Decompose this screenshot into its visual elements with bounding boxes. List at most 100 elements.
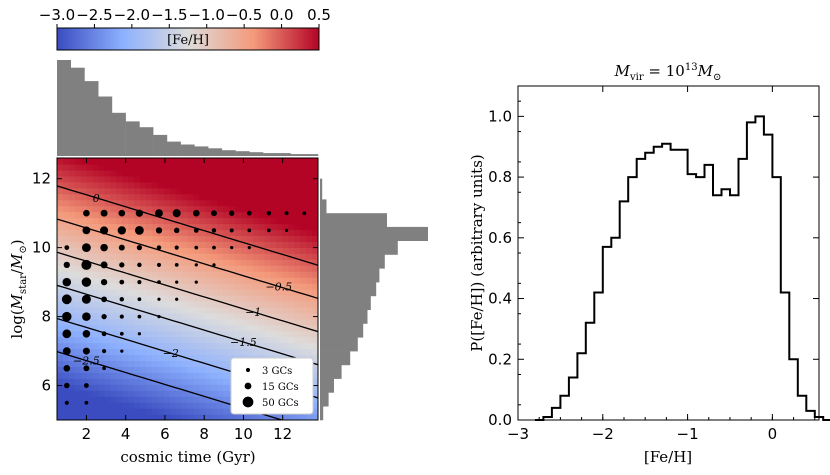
heatmap-cell [86,348,94,356]
heatmap-cell [145,247,153,254]
heatmap-cell [175,348,183,356]
heatmap-cell [270,163,278,171]
heatmap-cell [110,253,117,260]
heatmap-cell [270,229,278,236]
heatmap-cell [312,408,318,415]
heatmap-cell [134,360,141,367]
heatmap-cell [80,217,88,225]
heatmap-cell [193,366,200,373]
heatmap-cell [264,205,272,213]
heatmap-cell [234,348,242,356]
heatmap-cell [258,300,266,308]
heatmap-cell [300,235,307,242]
heatmap-cell [122,175,129,183]
heatmap-cell [234,414,242,420]
heatmap-cell [246,312,254,320]
heatmap-cell [68,247,76,254]
heatmap-cell [122,271,129,278]
heatmap-cell [181,384,189,391]
heatmap-cell [145,330,153,338]
heatmap-cell [229,342,236,350]
heatmap-cell [294,175,301,183]
heatmap-cell [193,253,200,260]
heatmap-cell [306,265,313,272]
heatmap-cell [175,289,183,296]
heatmap-cell [116,217,123,225]
heatmap-cell [140,211,147,219]
heatmap-cell [134,265,141,272]
heatmap-cell [294,414,301,420]
heatmap-cell [169,175,177,183]
heatmap-cell [86,211,94,219]
heatmap-cell [128,318,135,326]
heatmap-cell [211,390,218,397]
right-hist-bar [320,392,329,407]
heatmap-cell [68,235,76,242]
top-hist-bar [249,152,264,156]
heatmap-cell [240,300,248,308]
heatmap-cell [187,199,195,207]
heatmap-cell [92,324,100,332]
heatmap-cell [57,408,64,415]
colorbar-tick-label: 0.0 [270,6,294,24]
heatmap-cell [181,324,189,332]
heatmap-cell [68,354,76,362]
gc-point [83,365,90,372]
heatmap-cell [98,289,106,296]
heatmap-cell [57,324,64,332]
heatmap-cell [104,360,111,367]
heatmap-cell [163,396,171,403]
heatmap-cell [282,294,289,302]
heatmap-cell [68,378,76,385]
heatmap-cell [211,342,218,350]
heatmap-cell [92,193,100,201]
heatmap-cell [116,390,123,397]
heatmap-cell [300,253,307,260]
heatmap-cell [134,163,141,171]
heatmap-cell [62,205,70,213]
heatmap-cell [80,199,88,207]
heatmap-cell [223,342,230,350]
heatmap-cell [169,247,177,254]
heatmap-cell [134,312,141,320]
heatmap-cell [312,289,318,296]
heatmap-cell [264,414,272,420]
heatmap-cell [104,408,111,415]
heatmap-cell [163,402,171,409]
heatmap-cell [151,253,159,260]
colorbar-tick-label: −0.5 [226,6,262,24]
heatmap-cell [145,384,153,391]
heatmap-cell [175,312,183,320]
heatmap-cell [229,300,236,308]
heatmap-cell [128,360,135,367]
heatmap-cell [57,193,64,201]
heatmap-cell [175,229,183,236]
heatmap-cell [116,205,123,213]
heatmap-cell [104,199,111,207]
heatmap-cell [110,354,117,362]
heatmap-cell [163,265,171,272]
heatmap-cell [223,348,230,356]
heatmap-cell [211,402,218,409]
top-hist-bar [111,112,126,156]
heatmap-cell [98,300,106,308]
heatmap-cell [151,283,159,290]
heatmap-cell [288,235,295,242]
heatmap-cell [98,283,106,290]
heatmap-cell [234,312,242,320]
heatmap-cell [187,360,195,367]
heatmap-cell [86,414,94,420]
heatmap-cell [205,211,212,219]
heatmap-cell [151,265,159,272]
y-tick-label: 0.8 [488,168,512,186]
heatmap-cell [294,348,301,356]
heatmap-cell [157,241,165,248]
heatmap-cell [258,253,266,260]
heatmap-cell [169,348,177,356]
heatmap-cell [163,205,171,213]
heatmap-cell [223,199,230,207]
heatmap-cell [234,169,242,177]
heatmap-x-label: cosmic time (Gyr) [120,448,255,466]
gc-point [212,245,216,250]
gc-point [137,297,142,302]
